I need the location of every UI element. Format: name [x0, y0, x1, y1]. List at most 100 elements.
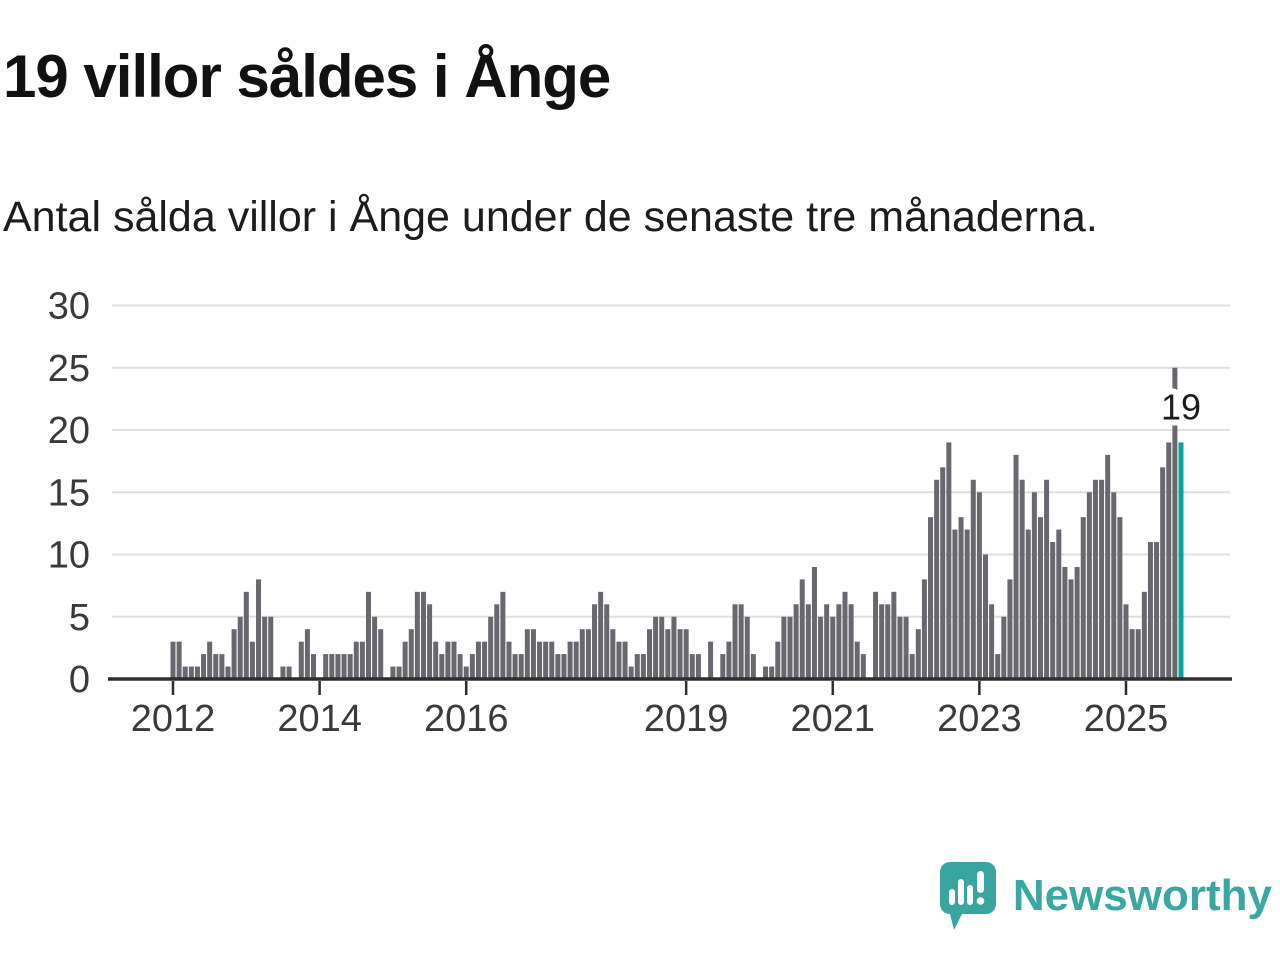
bar — [427, 604, 433, 679]
bar — [201, 654, 207, 679]
bar — [249, 641, 255, 679]
bar — [170, 641, 176, 679]
bar — [622, 641, 628, 679]
y-axis-tick-label: 30 — [48, 286, 90, 328]
bar — [390, 666, 396, 679]
bar — [457, 654, 463, 679]
bar — [408, 629, 414, 679]
bar — [555, 654, 561, 679]
bar — [647, 629, 653, 679]
bar — [775, 641, 781, 679]
y-axis-tick-label: 25 — [48, 348, 90, 390]
bar — [1019, 479, 1025, 679]
y-axis-tick-label: 5 — [69, 597, 90, 639]
bar — [1117, 517, 1123, 679]
bar — [653, 616, 659, 679]
bar — [634, 654, 640, 679]
newsworthy-logo-text: Newsworthy — [1012, 871, 1272, 920]
bar — [976, 492, 982, 679]
bar — [176, 641, 182, 679]
bar — [585, 629, 591, 679]
bar — [1105, 454, 1111, 679]
bar — [628, 666, 634, 679]
bar — [891, 591, 897, 679]
bar — [396, 666, 402, 679]
bar — [1099, 479, 1105, 679]
bar — [365, 591, 371, 679]
bar — [347, 654, 353, 679]
bar — [592, 604, 598, 679]
bar — [311, 654, 317, 679]
bar — [488, 616, 494, 679]
bar — [909, 654, 915, 679]
bar — [1044, 479, 1050, 679]
bar — [1123, 604, 1129, 679]
bar — [530, 629, 536, 679]
bar — [732, 604, 738, 679]
bar — [903, 616, 909, 679]
bar — [738, 604, 744, 679]
bar — [1129, 629, 1135, 679]
bar — [378, 629, 384, 679]
bar — [335, 654, 341, 679]
bar — [940, 467, 946, 679]
bar — [769, 666, 775, 679]
bar — [970, 479, 976, 679]
bar — [182, 666, 188, 679]
bar — [500, 591, 506, 679]
bar — [579, 629, 585, 679]
bar — [237, 616, 243, 679]
bar — [720, 654, 726, 679]
bar — [494, 604, 500, 679]
bar — [946, 442, 952, 679]
bar — [439, 654, 445, 679]
bar — [708, 641, 714, 679]
bar — [1086, 492, 1092, 679]
bar — [207, 641, 213, 679]
bar — [640, 654, 646, 679]
bar — [982, 554, 988, 679]
x-axis-tick-label: 2021 — [790, 698, 875, 740]
bar — [213, 654, 219, 679]
bar — [811, 566, 817, 679]
bar — [799, 579, 805, 679]
bar — [1111, 492, 1117, 679]
bar — [1050, 542, 1056, 679]
bar — [451, 641, 457, 679]
bar — [1141, 591, 1147, 679]
bar — [818, 616, 824, 679]
bar — [262, 616, 268, 679]
bar — [286, 666, 292, 679]
bar — [549, 641, 555, 679]
bar — [1135, 629, 1141, 679]
bar — [353, 641, 359, 679]
bar — [518, 654, 524, 679]
bar — [506, 641, 512, 679]
bar — [304, 629, 310, 679]
bar — [1092, 479, 1098, 679]
bar — [995, 654, 1001, 679]
x-axis-tick-label: 2023 — [937, 698, 1022, 740]
x-axis-tick-label: 2019 — [644, 698, 729, 740]
bar — [677, 629, 683, 679]
bar — [824, 604, 830, 679]
bar — [561, 654, 567, 679]
bar — [537, 641, 543, 679]
bar — [744, 616, 750, 679]
bar — [469, 654, 475, 679]
bar — [280, 666, 286, 679]
bar — [482, 641, 488, 679]
bar — [671, 616, 677, 679]
highlighted-bar — [1178, 442, 1184, 679]
bar — [372, 616, 378, 679]
bar — [475, 641, 481, 679]
bar — [695, 654, 701, 679]
bar — [420, 591, 426, 679]
bar — [610, 629, 616, 679]
chart-subtitle: Antal sålda villor i Ånge under de senas… — [3, 193, 1098, 241]
bar — [243, 591, 249, 679]
bar — [231, 629, 237, 679]
bar — [958, 517, 964, 679]
bar — [433, 641, 439, 679]
bar — [1160, 467, 1166, 679]
